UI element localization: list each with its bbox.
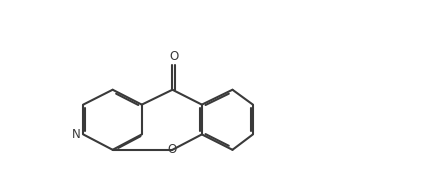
Text: O: O [169, 50, 178, 63]
Text: O: O [168, 143, 177, 156]
Text: N: N [72, 128, 81, 141]
